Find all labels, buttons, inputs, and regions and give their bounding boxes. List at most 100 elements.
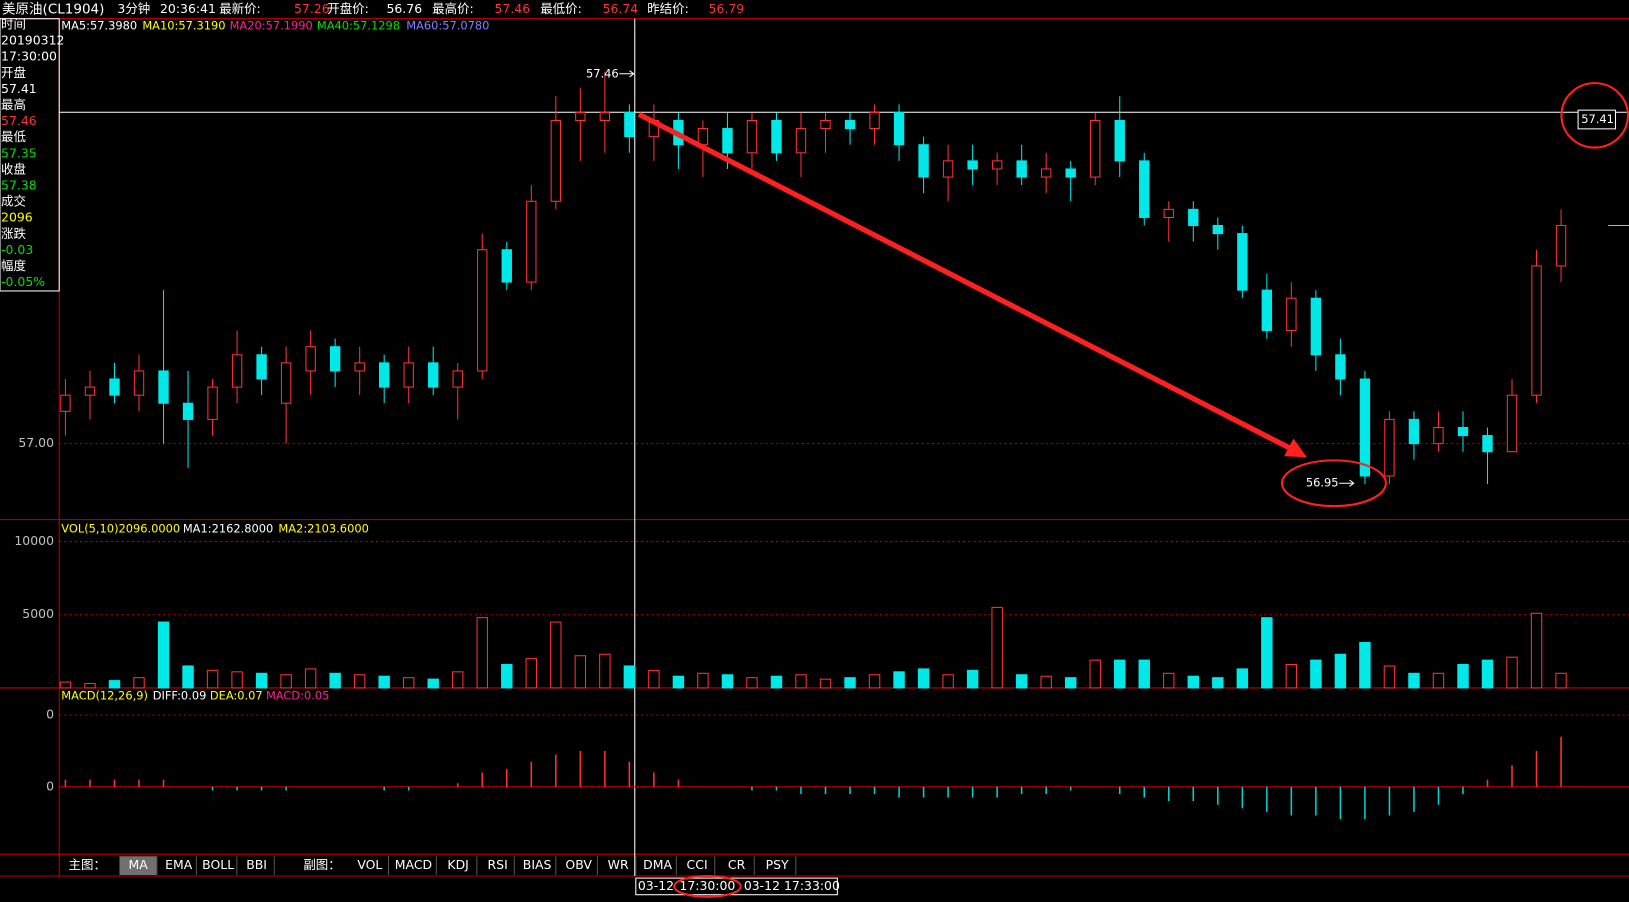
tab[interactable]: OBV	[565, 857, 592, 872]
volume-bar	[672, 675, 685, 689]
tab[interactable]: RSI	[488, 857, 508, 872]
info-value: 17:30:00	[1, 49, 57, 64]
tab[interactable]: BBI	[246, 857, 267, 872]
tab[interactable]: BOLL	[202, 857, 234, 872]
volume-bar	[304, 668, 317, 689]
candle-body	[231, 354, 243, 388]
volume-bar	[1064, 677, 1077, 689]
volume-bar	[1236, 668, 1249, 689]
field-value: 56.74	[603, 1, 639, 16]
candle-body	[305, 346, 316, 372]
candle-body	[1506, 394, 1518, 453]
tab[interactable]: MACD	[395, 857, 432, 872]
candle-body	[820, 119, 831, 130]
candle-body	[1237, 233, 1248, 291]
y-tick-label: 0	[46, 778, 54, 793]
tab[interactable]: MA	[129, 857, 149, 872]
candle-body	[526, 200, 537, 283]
volume-bar	[966, 669, 979, 689]
circle-mark	[1280, 459, 1387, 508]
volume-bar	[501, 663, 513, 689]
candle-body	[158, 370, 169, 404]
candle-body	[1359, 378, 1371, 477]
field-label: 最新价:	[219, 1, 261, 16]
volume-bar	[868, 674, 881, 689]
candle-body	[844, 119, 856, 130]
info-label: 最低	[1, 129, 26, 144]
ma-legend: MA20:57.1990	[230, 18, 313, 32]
candle-body	[329, 346, 341, 372]
candle-body	[452, 370, 463, 388]
field-label: 开盘价:	[327, 1, 369, 16]
volume-bar	[182, 665, 194, 689]
info-box	[0, 18, 60, 292]
volume-bar	[525, 658, 538, 689]
candle-body	[280, 362, 292, 404]
volume-bar	[1555, 672, 1567, 689]
candle-body	[697, 128, 709, 146]
candle-body	[1139, 160, 1150, 218]
y-tick-label: 10000	[14, 533, 54, 548]
candle-body	[1384, 418, 1395, 477]
field-value: 57.26	[294, 1, 330, 16]
time-date: 03-12	[638, 878, 674, 893]
candle-body	[1457, 426, 1469, 437]
tab[interactable]: KDJ	[447, 857, 468, 872]
volume-bar	[1383, 665, 1396, 689]
volume-bar	[452, 671, 464, 689]
info-value: 57.41	[1, 81, 37, 96]
macd-legend: MACD(12,26,9)	[61, 689, 148, 703]
candle-body	[1408, 418, 1420, 445]
candle-body	[942, 160, 954, 178]
high-label: 57.46	[586, 66, 619, 80]
info-value: 57.35	[1, 145, 37, 160]
info-value: 2096	[1, 210, 33, 225]
candle-body	[1555, 225, 1567, 267]
field-value: 56.76	[386, 1, 422, 16]
candle-body	[1482, 435, 1493, 453]
volume-bar	[1138, 659, 1150, 689]
candle-body	[1114, 119, 1125, 162]
candle-body	[1531, 265, 1542, 396]
candle-body	[575, 111, 586, 122]
volume-bar	[1334, 653, 1347, 689]
candle-body	[1433, 426, 1444, 445]
tab[interactable]: BIAS	[523, 857, 552, 872]
candle-body	[918, 144, 929, 178]
info-label: 开盘	[1, 65, 26, 80]
tab[interactable]: DMA	[643, 857, 672, 872]
candle-body	[378, 362, 390, 388]
macd-legend: DIFF:0.09	[153, 689, 207, 703]
tab[interactable]: CCI	[687, 857, 708, 872]
volume-bar	[1285, 663, 1298, 689]
candle-body	[133, 370, 145, 396]
tab[interactable]: VOL	[357, 857, 382, 872]
tab-active	[119, 856, 157, 875]
volume-bar	[280, 674, 292, 689]
candle-body	[550, 119, 562, 202]
volume-bar	[1506, 656, 1518, 689]
volume-bar	[1015, 674, 1028, 689]
info-label: 最高	[1, 97, 26, 112]
tab[interactable]: EMA	[165, 857, 193, 872]
time-next: 03-12 17:33:00	[744, 878, 840, 893]
candle-body	[869, 111, 880, 130]
trend-arrow-head	[1284, 438, 1307, 458]
volume-bar	[1040, 675, 1052, 689]
volume-bar	[84, 683, 96, 689]
tab[interactable]: PSY	[766, 857, 789, 872]
volume-bar	[1187, 675, 1199, 689]
info-value: 57.38	[1, 178, 37, 193]
info-value: 57.46	[1, 113, 37, 128]
candle-body	[746, 119, 758, 154]
tab[interactable]: CR	[728, 857, 746, 872]
candle-body	[1016, 160, 1027, 178]
volume-bar	[476, 617, 488, 689]
tab[interactable]: WR	[608, 857, 629, 872]
candle-body	[354, 362, 365, 372]
volume-bar	[378, 675, 390, 689]
volume-bar	[1163, 672, 1175, 689]
candle-body	[1040, 168, 1052, 178]
y-tick-label: 57.00	[18, 435, 54, 450]
